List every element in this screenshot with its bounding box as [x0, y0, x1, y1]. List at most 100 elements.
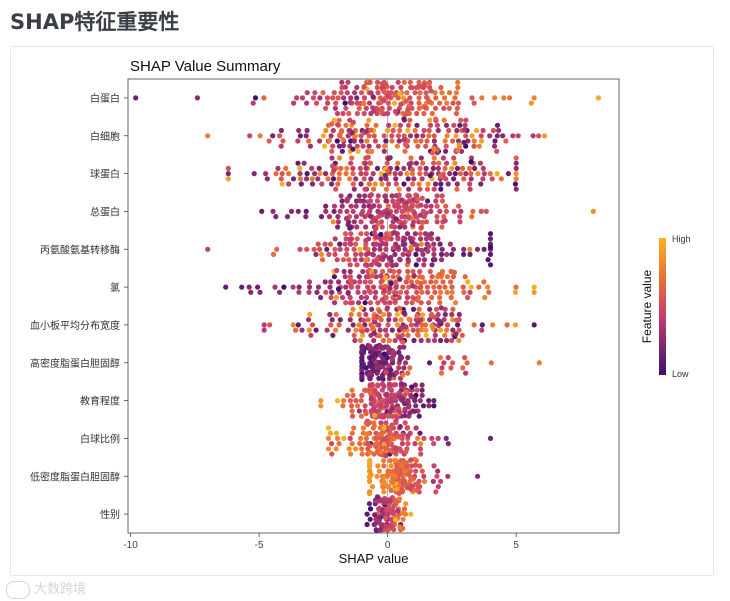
shap-point: [413, 262, 419, 268]
shap-point: [280, 138, 286, 144]
shap-point: [448, 279, 454, 285]
shap-point: [397, 122, 403, 128]
shap-point: [439, 90, 445, 96]
shap-point: [358, 305, 364, 311]
shap-point: [405, 370, 411, 376]
shap-point: [450, 100, 456, 106]
shap-point: [375, 391, 381, 397]
shap-point: [398, 84, 404, 91]
shap-point: [369, 306, 375, 312]
shap-point: [368, 176, 374, 182]
shap-point: [325, 176, 331, 182]
shap-point: [437, 294, 443, 301]
shap-point: [437, 208, 443, 214]
shap-point: [417, 268, 423, 275]
shap-point: [326, 214, 333, 220]
shap-point: [418, 317, 424, 323]
shap-point: [365, 440, 371, 447]
shap-point: [421, 262, 427, 268]
shap-point: [351, 186, 357, 192]
shap-point: [350, 181, 356, 187]
shap-point: [332, 105, 338, 111]
shap-point: [414, 246, 421, 252]
shap-point: [392, 122, 398, 128]
shap-point: [389, 138, 395, 144]
shap-point: [420, 403, 427, 409]
shap-point: [303, 133, 309, 139]
shap-point: [467, 251, 473, 257]
shap-point: [460, 284, 466, 290]
shap-point: [336, 279, 342, 285]
shap-point: [328, 441, 335, 447]
shap-point: [353, 203, 359, 209]
shap-point: [392, 317, 398, 323]
shap-point: [465, 279, 471, 285]
shap-point: [387, 385, 393, 391]
shap-point: [472, 165, 478, 171]
shap-point: [365, 250, 372, 256]
shap-point: [367, 468, 373, 474]
shap-point: [386, 311, 392, 318]
shap-point: [387, 300, 393, 306]
shap-point: [365, 317, 371, 323]
shap-point: [337, 241, 343, 247]
shap-point: [452, 300, 459, 306]
shap-point: [367, 491, 373, 497]
shap-point: [345, 327, 351, 333]
shap-point: [468, 159, 474, 165]
shap-point: [353, 327, 359, 333]
shap-point: [379, 297, 385, 303]
shap-point: [373, 528, 380, 534]
shap-point: [383, 523, 389, 529]
shap-point: [418, 138, 424, 144]
shap-point: [439, 246, 445, 252]
shap-point: [352, 134, 358, 140]
shap-point: [378, 99, 384, 105]
shap-point: [354, 224, 360, 230]
shap-point: [322, 279, 328, 285]
shap-point: [435, 435, 441, 441]
shap-point: [364, 231, 370, 237]
shap-point: [429, 150, 435, 156]
shap-point: [454, 127, 460, 134]
shap-point: [380, 268, 386, 275]
shap-point: [360, 143, 366, 149]
shap-point: [385, 398, 392, 405]
shap-point: [323, 203, 329, 209]
shap-point: [367, 160, 373, 166]
shap-point: [449, 337, 455, 344]
shap-point: [304, 90, 310, 96]
shap-point: [405, 268, 411, 275]
shap-point: [379, 372, 386, 378]
shap-point: [379, 107, 385, 114]
legend-title: Feature value: [640, 269, 654, 343]
shap-point: [487, 251, 494, 257]
shap-point: [350, 165, 356, 171]
shap-point: [412, 127, 418, 134]
shap-point: [255, 284, 261, 290]
shap-point: [383, 138, 389, 144]
shap-point: [423, 327, 429, 333]
shap-point: [330, 127, 336, 134]
shap-point: [425, 337, 431, 344]
shap-point: [323, 289, 329, 295]
shap-point: [414, 110, 420, 117]
shap-point: [468, 284, 474, 290]
shap-point: [347, 300, 354, 306]
x-tick-label: 5: [513, 540, 519, 551]
shap-point: [417, 398, 423, 404]
shap-point: [431, 145, 437, 151]
shap-point: [340, 143, 346, 149]
shap-point: [381, 360, 388, 366]
shap-point: [361, 95, 368, 101]
shap-point: [328, 322, 334, 328]
shap-point: [400, 284, 406, 290]
shap-point: [374, 79, 381, 85]
shap-point: [590, 208, 596, 214]
shap-point: [310, 95, 317, 101]
shap-point: [340, 403, 346, 409]
shap-point: [415, 331, 421, 337]
shap-point: [402, 406, 408, 412]
shap-point: [479, 322, 485, 328]
shap-point: [388, 367, 394, 373]
